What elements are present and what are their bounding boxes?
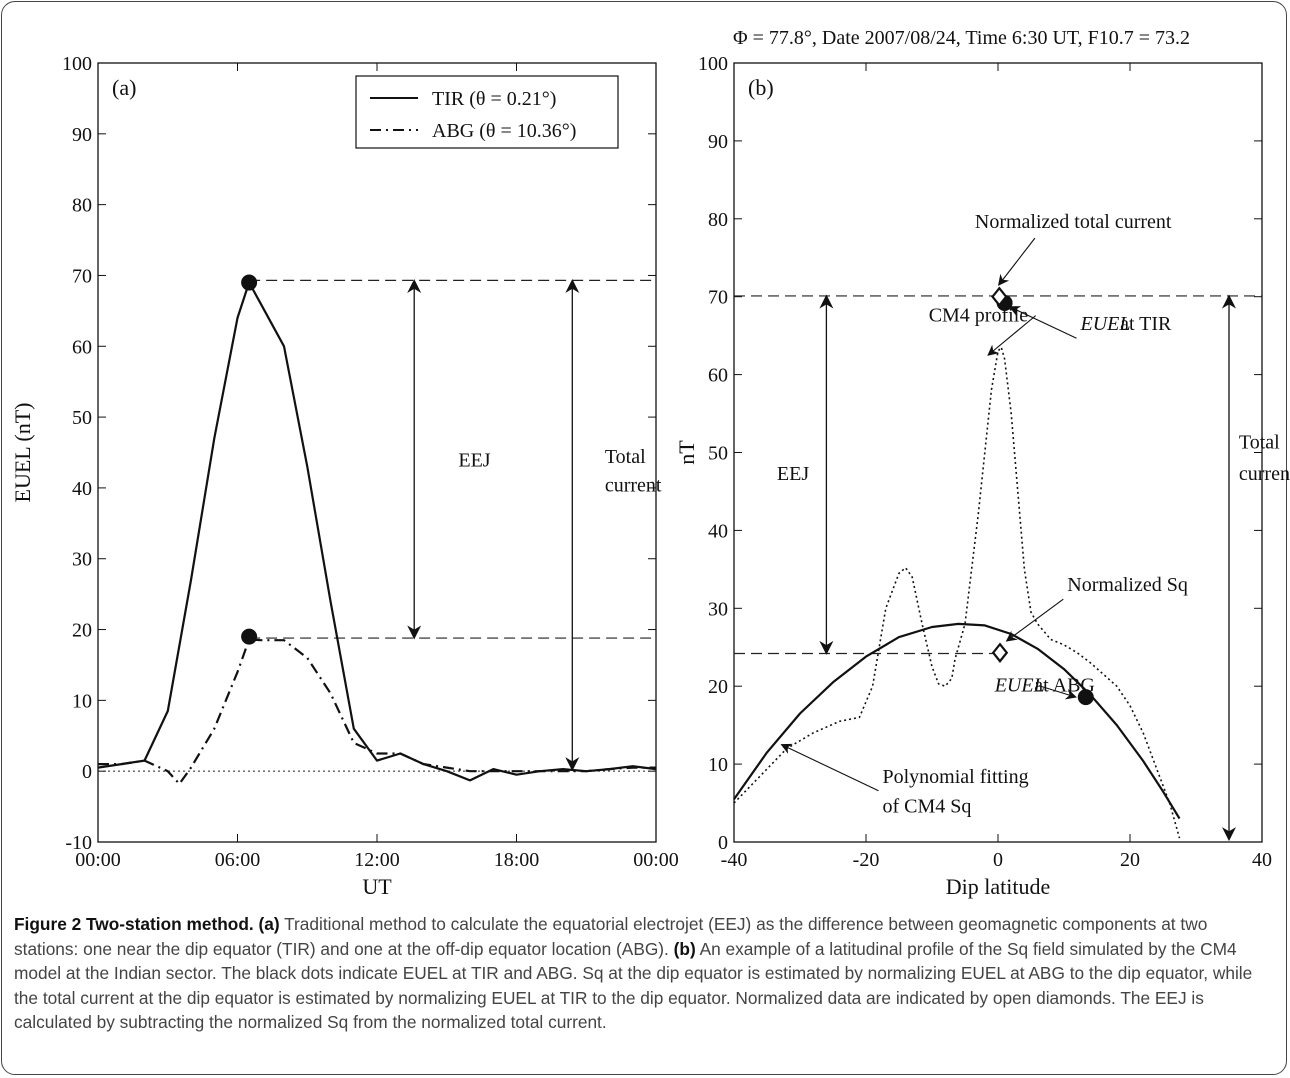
- annotation-b: EUEL: [1080, 313, 1131, 335]
- panel-a: -10 0 10 20 30 40 50 60 70 80 90 100 00:00 06:00 12:00…: [10, 53, 679, 899]
- y-tick-label-a: 90: [72, 124, 92, 146]
- y-tick-label-b: 30: [708, 598, 728, 620]
- annotation-a: current: [605, 474, 662, 496]
- x-axis-title-a: UT: [362, 874, 392, 899]
- figure-caption: Figure 2 Two-station method. (a) Traditi…: [14, 912, 1276, 1035]
- y-tick-label-b: 60: [708, 365, 728, 387]
- y-tick-label-a: 10: [72, 690, 92, 712]
- annotation-a: EEJ: [458, 450, 490, 472]
- annotation-leader-b: [780, 743, 879, 792]
- annotation-leader-b: [1008, 306, 1077, 339]
- panel-label-b: (b): [748, 75, 774, 100]
- y-tick-label-a: 40: [72, 478, 92, 500]
- y-tick-label-a: 20: [72, 620, 92, 642]
- y-tick-label-a: 50: [72, 407, 92, 429]
- caption-title: Figure 2 Two-station method.: [14, 914, 254, 934]
- annotation-b: current: [1239, 463, 1290, 485]
- x-tick-label-b: 0: [993, 849, 1003, 871]
- y-tick-label-b: 90: [708, 131, 728, 153]
- annotation-leader-b: [997, 237, 1036, 286]
- x-axis-title-b: Dip latitude: [946, 874, 1050, 899]
- y-tick-label-a: 70: [72, 265, 92, 287]
- x-tick-label-b: 40: [1252, 849, 1272, 871]
- y-axis-title-a: EUEL (nT): [10, 403, 35, 503]
- annotation-b: EUEL: [994, 675, 1045, 697]
- annotation-leader-b: [1005, 598, 1064, 642]
- y-tick-label-b: 80: [708, 209, 728, 231]
- annotation-b: Total: [1239, 432, 1280, 454]
- y-tick-label-b: 70: [708, 287, 728, 309]
- x-tick-label-a: 06:00: [215, 849, 261, 871]
- x-tick-label-a: 00:00: [75, 849, 121, 871]
- caption-label-a: (a): [258, 914, 280, 934]
- legend-label-a: TIR (θ = 0.21°): [432, 88, 556, 110]
- series-line-b-1: [733, 346, 1181, 839]
- annotation-b: Polynomial fitting: [883, 766, 1029, 788]
- legend-box-a: [355, 75, 619, 149]
- y-tick-label-b: 10: [708, 754, 728, 776]
- dot-marker-b: [1077, 689, 1094, 706]
- x-tick-label-a: 00:00: [633, 849, 679, 871]
- caption-label-b: (b): [673, 938, 696, 959]
- x-tick-label-a: 12:00: [354, 849, 400, 871]
- annotation-b: at TIR: [1120, 313, 1172, 335]
- y-tick-label-b: 100: [698, 53, 728, 75]
- y-tick-label-b: 50: [708, 443, 728, 465]
- y-axis-title-b: nT: [674, 440, 699, 465]
- annotation-b: Normalized total current: [975, 211, 1172, 233]
- caption-text-b: An example of a latitudinal profile of t…: [14, 938, 1253, 1033]
- annotation-a: Total: [605, 446, 646, 468]
- figure-header: Φ = 77.8°, Date 2007/08/24, Time 6:30 UT…: [733, 27, 1190, 49]
- annotation-b: at ABG: [1034, 675, 1095, 697]
- y-tick-label-b: 40: [708, 520, 728, 542]
- plot-area-b: [733, 62, 1263, 843]
- dot-marker-a: [241, 274, 258, 291]
- y-tick-label-a: 60: [72, 336, 92, 358]
- series-line-b-0: [733, 622, 1181, 820]
- y-tick-label-a: -10: [65, 832, 92, 854]
- y-tick-label-a: 80: [72, 195, 92, 217]
- y-tick-label-a: 100: [62, 53, 92, 75]
- open-diamond-marker-b: [991, 286, 1008, 307]
- y-tick-label-b: 20: [708, 676, 728, 698]
- x-tick-label-b: -20: [853, 849, 880, 871]
- x-tick-label-b: -40: [721, 849, 748, 871]
- open-diamond-marker-b: [991, 642, 1009, 663]
- annotation-b: Normalized Sq: [1067, 574, 1188, 596]
- legend-label-a: ABG (θ = 10.36°): [432, 120, 576, 142]
- dot-marker-a: [241, 628, 258, 645]
- series-line-a-1: [98, 638, 656, 786]
- annotation-leader-b: [987, 315, 1037, 356]
- annotation-b: of CM4 Sq: [883, 795, 972, 817]
- x-tick-label-b: 20: [1120, 849, 1140, 871]
- y-tick-label-b: 0: [718, 832, 728, 854]
- y-tick-label-a: 30: [72, 549, 92, 571]
- annotation-b: CM4 profile: [929, 305, 1029, 327]
- annotation-b: EEJ: [777, 463, 809, 485]
- y-tick-label-a: 0: [82, 761, 92, 783]
- x-tick-label-a: 18:00: [494, 849, 540, 871]
- annotation-leader-b: [1038, 685, 1077, 700]
- series-line-a-0: [97, 281, 657, 782]
- figure-svg: Φ = 77.8°, Date 2007/08/24, Time 6:30 UT…: [10, 27, 1290, 899]
- caption-text-a: Traditional method to calculate the equa…: [14, 914, 1208, 959]
- panel-b: 0 10 20 30 40 50 60 70 80 90 100 -40 -20 0 20 40 Dip lat…: [674, 53, 1290, 899]
- panel-label-a: (a): [112, 75, 136, 100]
